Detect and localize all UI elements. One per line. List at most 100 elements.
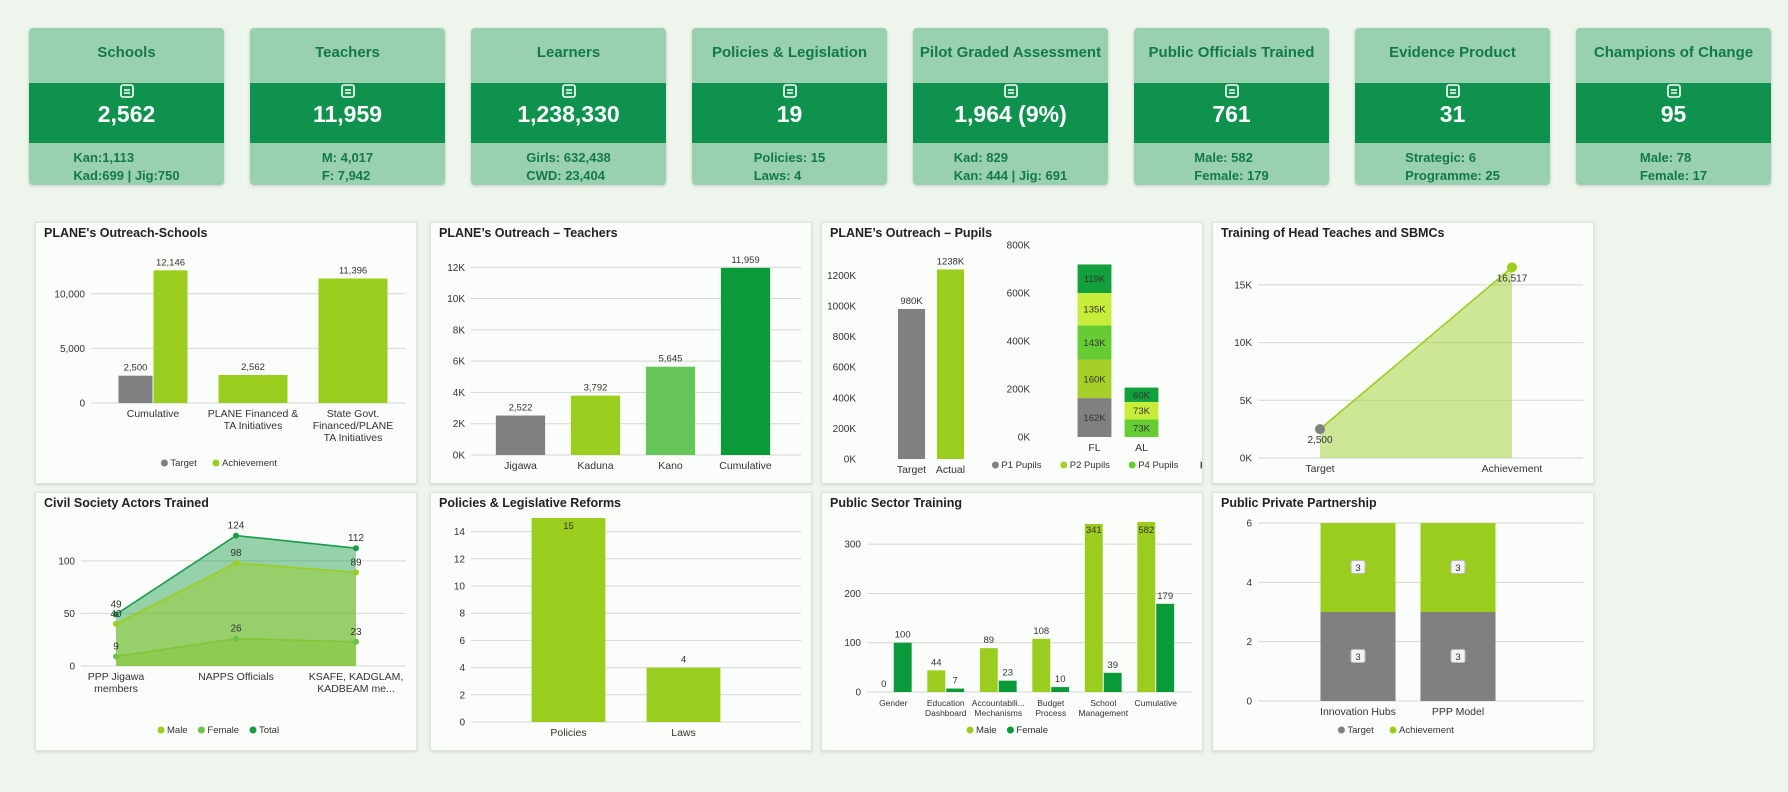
x-tick-label: AL xyxy=(1135,442,1148,454)
kpi-card: Schools 2,562 Kan:1,113 Kad:699 | Jig:750 xyxy=(29,28,224,185)
bar xyxy=(893,642,912,692)
card-value-band: 761 xyxy=(1134,83,1329,143)
card-detail-block: Male: 582 Female: 179 xyxy=(1194,149,1268,185)
data-label: 980K xyxy=(900,296,923,307)
y-tick-label: 200 xyxy=(844,589,861,600)
data-label: 3,792 xyxy=(584,383,608,394)
x-tick-label: Kano xyxy=(658,460,683,472)
y-tick-label: 14 xyxy=(454,527,466,538)
legend-swatch xyxy=(1006,726,1014,734)
card-title: Teachers xyxy=(315,44,380,61)
y-tick-label: 4 xyxy=(459,663,465,674)
y-tick-label: 800K xyxy=(833,332,857,343)
x-tick-label: Cumulative xyxy=(719,460,772,472)
bar xyxy=(979,648,998,692)
y-tick-label: 0K xyxy=(1018,433,1031,444)
data-label: 2,522 xyxy=(509,403,533,414)
data-label: 9 xyxy=(113,642,119,653)
chart: Public Private Partnership 0 2 4 6 Innovation… xyxy=(1221,496,1583,736)
x-tick-label: NAPPS Officials xyxy=(198,671,274,683)
x-tick-label: School Management xyxy=(1078,698,1128,718)
y-tick-label: 6 xyxy=(459,636,465,647)
icon-shape xyxy=(340,84,355,98)
data-label: 2,562 xyxy=(241,362,265,373)
card-detail: Kad:699 | Jig:750 xyxy=(73,168,180,183)
legend-swatch xyxy=(991,461,999,469)
card-title: Schools xyxy=(97,44,156,61)
legend-swatch xyxy=(160,459,168,467)
data-label: 0 xyxy=(881,679,886,690)
icon-shape xyxy=(1003,84,1018,98)
point xyxy=(113,620,119,627)
x-tick-label: Target xyxy=(1305,463,1334,475)
legend-swatch xyxy=(1128,461,1136,469)
card-value: 1,964 (9%) xyxy=(954,101,1067,127)
icon-shape xyxy=(1445,84,1460,98)
x-tick-label: Budget Process xyxy=(1035,698,1066,718)
data-label: 108 xyxy=(1033,626,1049,637)
legend-more-arrow xyxy=(1200,461,1202,469)
label-box xyxy=(1450,649,1466,663)
x-tick-label: Laws xyxy=(671,727,696,739)
y-tick-label: 600K xyxy=(833,363,857,374)
legend-swatch xyxy=(197,726,205,734)
data-label: 119K xyxy=(1084,274,1106,285)
x-tick-label: Actual xyxy=(936,464,965,476)
legend-label: Male xyxy=(976,725,997,736)
bar-segment xyxy=(1124,401,1159,420)
y-tick-label: 12 xyxy=(454,554,466,565)
card-details: Policies: 15 Laws: 4 xyxy=(692,143,887,185)
point xyxy=(113,611,119,618)
card-value-band: 2,562 xyxy=(29,83,224,143)
card-icon xyxy=(1445,84,1460,98)
y-tick-label: 1000K xyxy=(827,301,856,312)
chart-panel: PLANE's Outreach-Schools 0 5,000 10,000 Cumu… xyxy=(35,222,417,484)
y-tick-label: 0 xyxy=(79,399,85,410)
card-icon xyxy=(782,84,797,98)
card-title: Champions of Change xyxy=(1593,44,1754,61)
y-tick-label: 6 xyxy=(1246,519,1252,530)
card-detail-block: Policies: 15 Laws: 4 xyxy=(754,149,826,185)
bar xyxy=(1137,522,1156,692)
card-detail: Programme: 25 xyxy=(1405,168,1500,183)
card-detail: Strategic: 6 xyxy=(1405,150,1476,165)
legend-swatch xyxy=(249,726,257,734)
data-label: 2,500 xyxy=(1307,435,1332,446)
chart-title: Training of Head Teaches and SBMCs xyxy=(1221,226,1444,240)
card-value-band: 95 xyxy=(1576,83,1771,143)
point xyxy=(1315,424,1325,435)
y-tick-label: 4 xyxy=(1246,578,1252,589)
card-value-band: 1,964 (9%) xyxy=(913,83,1108,143)
bar xyxy=(570,395,621,455)
kpi-card: Learners 1,238,330 Girls: 632,438 CWD: 23,4… xyxy=(471,28,666,185)
point xyxy=(113,653,119,660)
legend-swatch xyxy=(212,459,220,467)
data-label: 4 xyxy=(681,655,686,666)
bar xyxy=(936,269,965,459)
y-tick-label: 4K xyxy=(453,388,466,399)
card-title: Evidence Product xyxy=(1389,44,1516,61)
y-tick-label: 10,000 xyxy=(54,289,85,300)
y-tick-label: 0K xyxy=(453,451,466,462)
plot xyxy=(495,267,771,455)
data-label: 341 xyxy=(1086,525,1102,536)
card-title: Public Officials Trained xyxy=(1148,44,1315,61)
card-detail: F: 7,942 xyxy=(321,168,371,183)
card-value: 19 xyxy=(776,101,803,127)
legend-swatch xyxy=(157,726,165,734)
data-label: 73K xyxy=(1133,406,1151,417)
card-detail: Male: 78 xyxy=(1639,150,1692,165)
y-tick-label: 50 xyxy=(64,609,76,620)
y-tick-label: 0K xyxy=(1240,454,1253,465)
data-label: 112 xyxy=(348,533,364,544)
y-tick-label: 1200K xyxy=(827,271,856,282)
area xyxy=(116,562,356,666)
data-label: 143K xyxy=(1083,338,1106,349)
x-tick-label: Achievement xyxy=(1482,463,1543,475)
legend-label: Male xyxy=(167,725,188,736)
plot xyxy=(1077,264,1159,437)
card-value: 31 xyxy=(1439,101,1466,127)
card-details: Male: 78 Female: 17 xyxy=(1576,143,1771,185)
plot xyxy=(531,518,721,722)
